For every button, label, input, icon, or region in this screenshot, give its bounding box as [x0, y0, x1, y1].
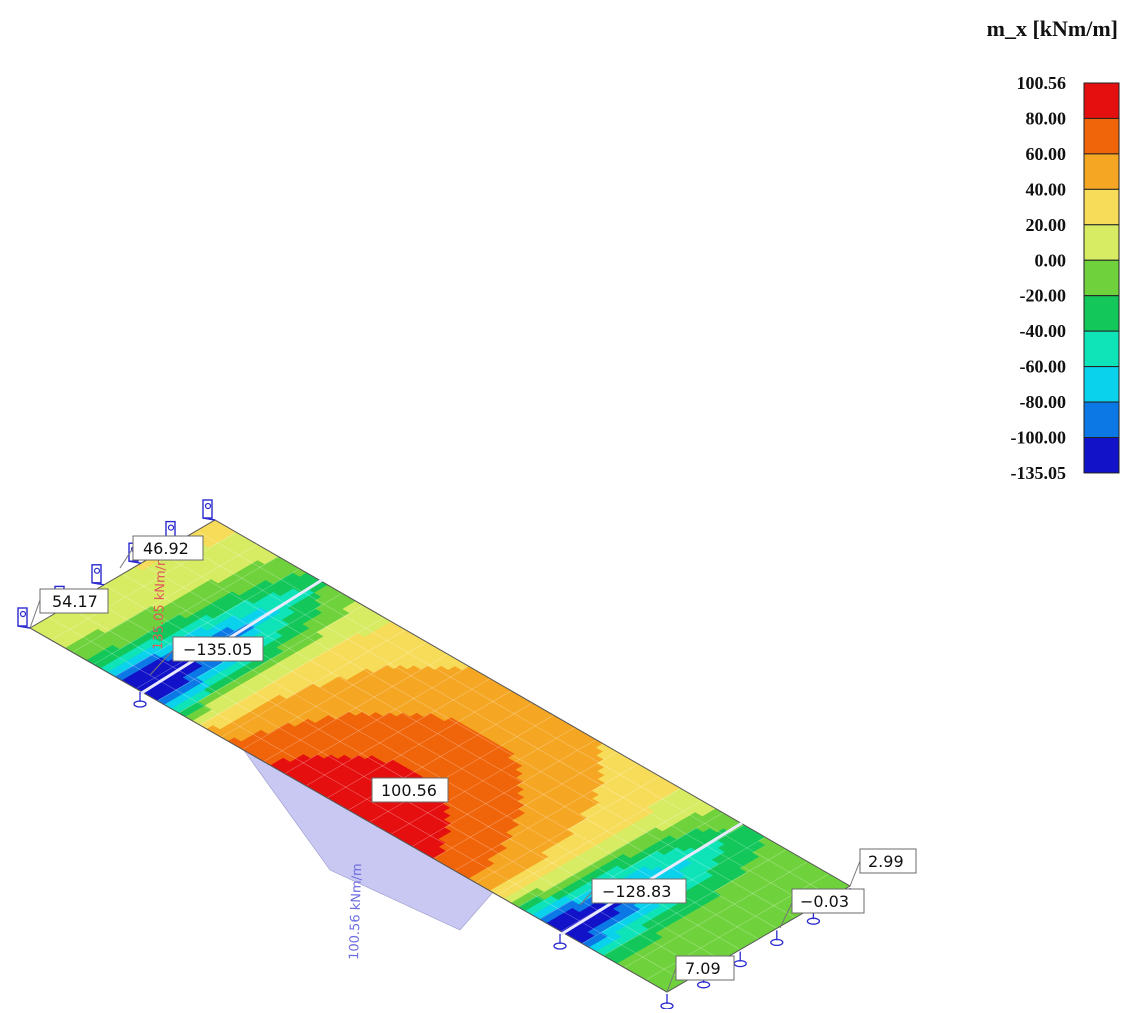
- legend-swatch: [1083, 117, 1120, 155]
- svg-text:100.56: 100.56: [381, 781, 437, 800]
- roller-support-symbol: [660, 994, 674, 1010]
- legend-value: 0.00: [1035, 250, 1067, 270]
- label-corner-far-left: 54.17: [29, 588, 109, 629]
- legend-swatch: [1083, 188, 1120, 226]
- legend-swatch: [1083, 153, 1120, 190]
- label-max: 100.56: [371, 777, 449, 803]
- fixed-support-symbol: [91, 564, 105, 586]
- legend-value: 80.00: [1026, 108, 1067, 128]
- label-corner-near: 7.09: [666, 955, 735, 993]
- beam-neg-moment-label: 135.05 kNm/m: [151, 553, 169, 650]
- legend-value: 60.00: [1026, 144, 1067, 164]
- legend-value: -40.00: [1020, 321, 1067, 341]
- legend-swatches: [1083, 82, 1120, 474]
- legend-swatch: [1083, 401, 1120, 438]
- legend-value: 20.00: [1026, 215, 1067, 235]
- legend-swatch: [1083, 330, 1120, 368]
- label-corner-far-left-top: 46.92: [119, 535, 204, 569]
- roller-support-symbol: [133, 692, 147, 708]
- legend-value: -20.00: [1020, 286, 1067, 306]
- svg-text:54.17: 54.17: [52, 592, 98, 611]
- legend-swatch: [1083, 295, 1120, 332]
- svg-text:−135.05: −135.05: [183, 640, 252, 659]
- legend-value: -135.05: [1011, 463, 1067, 483]
- svg-text:7.09: 7.09: [685, 959, 721, 978]
- svg-text:−128.83: −128.83: [602, 882, 671, 901]
- color-legend: m_x [kNm/m] 100.56 80.00 60.00 40.00 20.00 0.…: [987, 16, 1120, 483]
- label-corner-right-mid: −0.03: [779, 888, 865, 929]
- legend-swatch: [1083, 259, 1120, 297]
- label-corner-right-top: 2.99: [849, 848, 917, 887]
- legend-value: -100.00: [1011, 428, 1067, 448]
- svg-text:2.99: 2.99: [868, 852, 904, 871]
- fixed-support-symbol: [17, 607, 31, 629]
- legend-values: 100.56 80.00 60.00 40.00 20.00 0.00 -20.00 -40.…: [1011, 73, 1067, 483]
- legend-value: 100.56: [1017, 73, 1067, 93]
- result-labels: 54.17 46.92 −135.05 100.56 −128.83 2.99: [29, 535, 917, 993]
- legend-swatch: [1083, 82, 1120, 119]
- legend-value: -60.00: [1020, 357, 1067, 377]
- fixed-support-symbol: [202, 499, 216, 521]
- contour-plate: [30, 520, 850, 992]
- legend-swatch: [1083, 224, 1120, 261]
- beam-pos-moment-label: 100.56 kNm/m: [347, 863, 365, 960]
- legend-swatch: [1083, 437, 1120, 474]
- roller-support-symbol: [770, 930, 784, 947]
- legend-value: -80.00: [1020, 392, 1067, 412]
- legend-value: 40.00: [1026, 179, 1067, 199]
- label-min-right: −128.83: [579, 878, 687, 906]
- svg-text:46.92: 46.92: [143, 539, 189, 558]
- legend-title: m_x [kNm/m]: [987, 16, 1118, 41]
- roller-support-symbol: [733, 951, 747, 968]
- svg-text:−0.03: −0.03: [800, 892, 849, 911]
- label-min-left: −135.05: [149, 636, 264, 676]
- legend-swatch: [1083, 366, 1120, 403]
- roller-support-symbol: [553, 934, 567, 950]
